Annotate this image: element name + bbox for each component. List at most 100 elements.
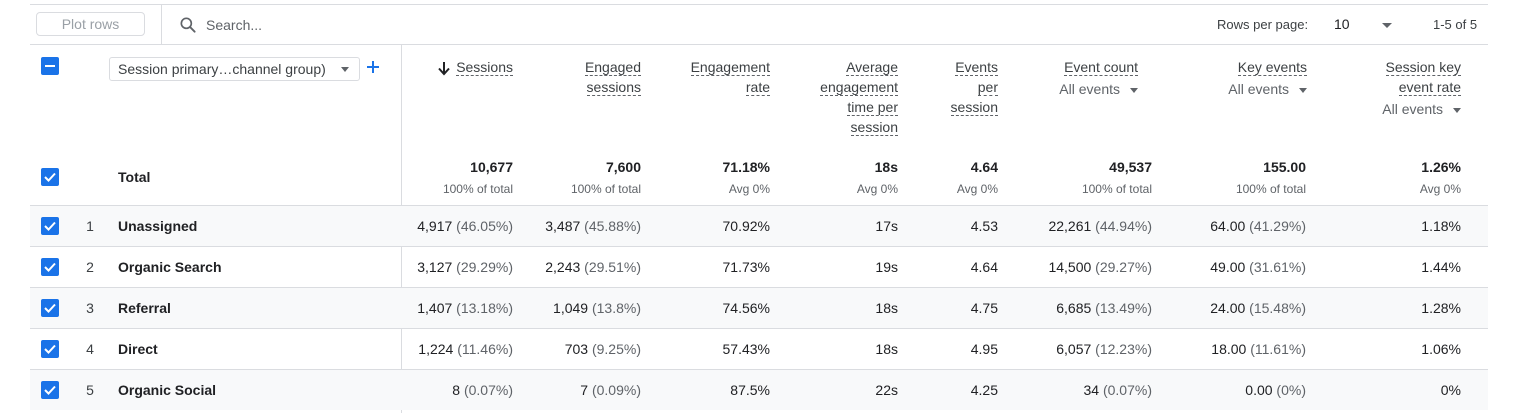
metric-filter-dropdown[interactable]: All events <box>1059 79 1138 99</box>
table-cell: 7 (0.09%) <box>580 382 641 398</box>
row-checkbox[interactable] <box>41 340 59 358</box>
table-cell: 4.75 <box>971 300 998 316</box>
cell-value: 4.75 <box>970 300 998 316</box>
metric-filter-dropdown[interactable]: All events <box>1382 99 1461 119</box>
rows-per-page-select[interactable]: 10 <box>1334 16 1350 32</box>
metric-filter-dropdown[interactable]: All events <box>1228 79 1307 99</box>
table-cell: 1.44% <box>1421 259 1461 275</box>
cell-value: 0.00 <box>1245 382 1273 398</box>
totals-label: Total <box>118 169 151 185</box>
cell-value: 1,049 <box>553 300 589 316</box>
cell-value: 6,057 <box>1056 341 1092 357</box>
row-number: 4 <box>86 341 94 357</box>
add-dimension-icon[interactable] <box>365 59 381 75</box>
table-cell: 24.00 (15.48%) <box>1210 300 1306 316</box>
cell-value: 4.25 <box>970 382 998 398</box>
column-header-title: Engagement <box>690 59 770 76</box>
column-header-session-key-event-rate[interactable]: Session key event rate All events <box>1382 57 1461 119</box>
cell-percentage: (0.09%) <box>588 382 641 398</box>
toolbar-divider <box>161 5 162 45</box>
column-header-title: time per <box>847 99 898 116</box>
cell-value: 49.00 <box>1210 259 1246 275</box>
table-cell: 1.06% <box>1421 341 1461 357</box>
total-value: 10,677 <box>470 159 513 175</box>
cell-value: 70.92% <box>722 218 770 234</box>
check-icon <box>44 385 56 395</box>
row-number: 5 <box>86 382 94 398</box>
table-cell: 18.00 (11.61%) <box>1211 341 1306 357</box>
cell-value: 1,407 <box>417 300 453 316</box>
search-input[interactable] <box>206 14 606 36</box>
column-header-key-events[interactable]: Key events All events <box>1228 57 1307 99</box>
indeterminate-icon <box>45 65 55 67</box>
table-cell: 17s <box>875 218 898 234</box>
table-cell: 6,685 (13.49%) <box>1056 300 1152 316</box>
cell-value: 24.00 <box>1210 300 1246 316</box>
table-cell: 18s <box>875 300 898 316</box>
row-number: 3 <box>86 300 94 316</box>
table-row[interactable]: 2 Organic Search 3,127 (29.29%) 2,243 (29.5… <box>30 246 1488 287</box>
table-cell: 0.00 (0%) <box>1245 382 1306 398</box>
total-value: 155.00 <box>1263 159 1306 175</box>
table-cell: 64.00 (41.29%) <box>1210 218 1306 234</box>
totals-checkbox[interactable] <box>41 168 59 186</box>
column-header-event-count[interactable]: Event count All events <box>1059 57 1138 99</box>
dropdown-arrow-icon[interactable] <box>1379 17 1395 33</box>
cell-percentage: (29.29%) <box>452 259 513 275</box>
cell-value: 22s <box>875 382 898 398</box>
cell-value: 1.06% <box>1421 341 1461 357</box>
cell-percentage: (29.51%) <box>580 259 641 275</box>
metric-filter-label: All events <box>1059 81 1120 97</box>
chevron-down-icon <box>1299 87 1307 93</box>
cell-percentage: (13.49%) <box>1091 300 1152 316</box>
cell-value: 1,224 <box>418 341 454 357</box>
column-header-events-per-session[interactable]: Events per session <box>950 57 998 117</box>
select-all-checkbox[interactable] <box>41 57 59 75</box>
column-header-title: per <box>977 79 998 96</box>
row-checkbox[interactable] <box>41 299 59 317</box>
table-cell: 1,224 (11.46%) <box>418 341 513 357</box>
plot-rows-button[interactable]: Plot rows <box>36 12 145 36</box>
dimension-selector[interactable]: Session primary…channel group) <box>109 57 360 81</box>
row-dimension-value: Unassigned <box>118 218 198 234</box>
table-cell: 74.56% <box>723 300 770 316</box>
row-checkbox[interactable] <box>41 258 59 276</box>
row-checkbox[interactable] <box>41 217 59 235</box>
column-header-engaged-sessions[interactable]: Engaged sessions <box>584 57 641 97</box>
cell-percentage: (13.18%) <box>452 300 513 316</box>
table-row[interactable]: 3 Referral 1,407 (13.18%) 1,049 (13.8%) 74.5… <box>30 287 1488 328</box>
table-cell: 1,407 (13.18%) <box>417 300 513 316</box>
table-row[interactable]: 1 Unassigned 4,917 (46.05%) 3,487 (45.88%) 7… <box>30 205 1488 246</box>
cell-value: 7 <box>580 382 589 398</box>
sort-descending-icon[interactable] <box>437 60 451 76</box>
table-row[interactable]: 5 Organic Social 8 (0.07%) 7 (0.09%) 87.5% 22… <box>30 369 1488 410</box>
table-cell: 87.5% <box>730 382 770 398</box>
table-cell: 3,127 (29.29%) <box>417 259 513 275</box>
row-checkbox[interactable] <box>41 381 59 399</box>
column-header-average-engagement-time[interactable]: Average engagement time per session <box>820 57 898 137</box>
total-subtext: Avg 0% <box>856 182 898 196</box>
column-header-title: Engaged <box>584 59 641 76</box>
table-cell: 0% <box>1441 382 1461 398</box>
cell-value: 17s <box>875 218 898 234</box>
cell-percentage: (44.94%) <box>1091 218 1152 234</box>
row-number: 1 <box>86 218 94 234</box>
table-cell: 2,243 (29.51%) <box>545 259 641 275</box>
cell-percentage: (9.25%) <box>588 341 641 357</box>
row-dimension-value: Referral <box>118 300 171 316</box>
cell-value: 74.56% <box>722 300 770 316</box>
cell-value: 71.73% <box>722 259 770 275</box>
column-header-engagement-rate[interactable]: Engagement rate <box>690 57 770 97</box>
total-value: 1.26% <box>1421 159 1461 175</box>
column-header-title: sessions <box>586 79 641 96</box>
column-header-sessions[interactable]: Sessions <box>456 57 513 77</box>
cell-value: 3,487 <box>545 218 581 234</box>
cell-percentage: (45.88%) <box>580 218 641 234</box>
total-subtext: Avg 0% <box>956 182 998 196</box>
table-cell: 4.95 <box>971 341 998 357</box>
table-row[interactable]: 4 Direct 1,224 (11.46%) 703 (9.25%) 57.43% 18… <box>30 328 1488 369</box>
column-header-title: Average <box>846 59 898 76</box>
cell-value: 703 <box>564 341 589 357</box>
cell-value: 6,685 <box>1056 300 1092 316</box>
check-icon <box>44 221 56 231</box>
